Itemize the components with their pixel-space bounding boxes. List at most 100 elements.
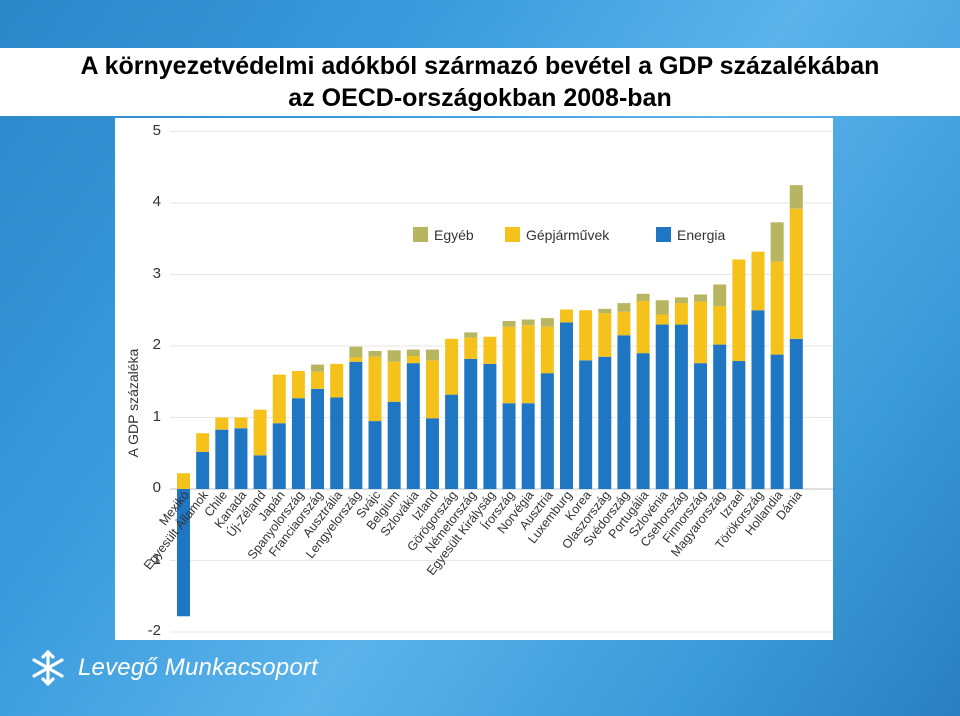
bar-segment-energia <box>215 429 229 489</box>
slide-title: A környezetvédelmi adókból származó bevé… <box>0 50 960 114</box>
bar-segment-energia <box>311 388 325 489</box>
y-tick-label: 1 <box>152 407 161 425</box>
legend-swatch <box>505 227 520 242</box>
bar-segment-gepjarmuvek <box>560 309 573 323</box>
bar-segment-gepjarmuvek <box>406 356 420 364</box>
bar-segment-gepjarmuvek <box>579 310 593 361</box>
title-line-2: az OECD-országokban 2008-ban <box>288 84 672 112</box>
bar-segment-energia <box>598 356 612 489</box>
bar-segment-egyeb <box>311 364 325 372</box>
bar-segment-gepjarmuvek <box>445 338 459 395</box>
bar-segment-gepjarmuvek <box>694 301 708 364</box>
bar-segment-egyeb <box>789 185 803 209</box>
bar-segment-energia <box>253 455 267 489</box>
bar-segment-egyeb <box>425 349 439 361</box>
bar-segment-gepjarmuvek <box>234 417 248 429</box>
bar-segment-gepjarmuvek <box>502 326 516 404</box>
bar-segment-gepjarmuvek <box>483 336 497 364</box>
y-tick-label: 4 <box>152 193 161 210</box>
bar-segment-egyeb <box>617 303 631 312</box>
title-band <box>0 48 960 116</box>
bar-segment-energia <box>540 373 554 489</box>
bar-segment-gepjarmuvek <box>311 371 325 389</box>
bar-segment-egyeb <box>770 222 784 262</box>
bar-segment-egyeb <box>713 284 727 306</box>
bar-segment-energia <box>177 489 190 617</box>
bar-segment-energia <box>789 338 803 489</box>
bar-segment-gepjarmuvek <box>732 259 746 362</box>
bar-segment-energia <box>445 394 459 489</box>
bar-segment-gepjarmuvek <box>196 433 210 452</box>
bar-segment-gepjarmuvek <box>464 337 478 359</box>
legend-label: Egyéb <box>434 227 474 243</box>
bar-segment-energia <box>272 423 286 489</box>
bar-segment-gepjarmuvek <box>636 300 650 354</box>
bar-segment-energia <box>617 335 631 489</box>
bar-segment-energia <box>406 363 420 489</box>
bar-segment-gepjarmuvek <box>387 361 401 402</box>
legend-swatch <box>656 227 671 242</box>
bar-segment-egyeb <box>674 297 688 304</box>
footer-logo: Levegő Munkacsoport <box>28 646 318 690</box>
bar-segment-energia <box>234 428 248 489</box>
y-tick-label: -1 <box>147 550 161 568</box>
bar-segment-egyeb <box>387 350 401 362</box>
legend-label: Energia <box>677 227 725 243</box>
bar-segment-egyeb <box>464 332 478 338</box>
bar-segment-gepjarmuvek <box>368 356 382 422</box>
bar-segment-gepjarmuvek <box>521 325 535 404</box>
bar-segment-energia <box>425 418 439 489</box>
bar-segment-energia <box>464 358 478 489</box>
bar-segment-gepjarmuvek <box>330 363 344 398</box>
title-line-1: A környezetvédelmi adókból származó bevé… <box>80 52 880 80</box>
bar-segment-energia <box>483 363 497 489</box>
bar-segment-egyeb <box>655 300 669 315</box>
snowflake-logo-icon <box>32 650 64 686</box>
bar-segment-gepjarmuvek <box>215 417 229 430</box>
bar-segment-gepjarmuvek <box>177 473 190 489</box>
y-tick-label: 5 <box>152 121 161 139</box>
legend-swatch <box>413 227 428 242</box>
bar-segment-egyeb <box>349 346 363 358</box>
y-tick-label: 3 <box>152 264 161 282</box>
bar-segment-energia <box>636 353 650 489</box>
bar-segment-gepjarmuvek <box>425 360 439 419</box>
bar-segment-energia <box>713 344 727 489</box>
bar-segment-gepjarmuvek <box>349 357 363 362</box>
bar-segment-gepjarmuvek <box>674 303 688 325</box>
bar-segment-egyeb <box>406 349 420 357</box>
bar-segment-energia <box>732 361 746 489</box>
bar-segment-egyeb <box>368 351 382 357</box>
bar-segment-energia <box>196 451 210 489</box>
bar-segment-energia <box>349 361 363 489</box>
bar-segment-energia <box>655 324 669 489</box>
bar-segment-egyeb <box>694 294 708 302</box>
bar-segment-energia <box>521 403 535 489</box>
bar-segment-energia <box>751 310 765 489</box>
bar-segment-energia <box>770 354 784 489</box>
bar-segment-energia <box>560 322 573 489</box>
bar-segment-gepjarmuvek <box>751 251 765 311</box>
y-tick-label: -2 <box>147 622 161 639</box>
bar-segment-gepjarmuvek <box>789 208 803 339</box>
bar-segment-energia <box>368 421 382 489</box>
bar-segment-egyeb <box>521 319 535 326</box>
bar-segment-energia <box>291 398 305 489</box>
bar-segment-egyeb <box>540 318 554 327</box>
bar-segment-gepjarmuvek <box>291 371 305 399</box>
footer-brand-text: Levegő Munkacsoport <box>78 654 318 681</box>
bar-segment-gepjarmuvek <box>617 311 631 336</box>
legend-label: Gépjárművek <box>526 227 610 243</box>
y-tick-label: 2 <box>152 336 161 353</box>
y-tick-label: 0 <box>152 479 161 496</box>
bar-segment-gepjarmuvek <box>253 409 267 456</box>
bar-segment-energia <box>674 324 688 489</box>
bar-segment-gepjarmuvek <box>540 326 554 374</box>
bar-segment-energia <box>502 403 516 489</box>
bar-segment-gepjarmuvek <box>655 314 669 325</box>
bar-segment-egyeb <box>502 320 516 327</box>
bar-segment-egyeb <box>636 293 650 301</box>
bar-segment-gepjarmuvek <box>770 261 784 355</box>
bar-segment-energia <box>387 401 401 489</box>
